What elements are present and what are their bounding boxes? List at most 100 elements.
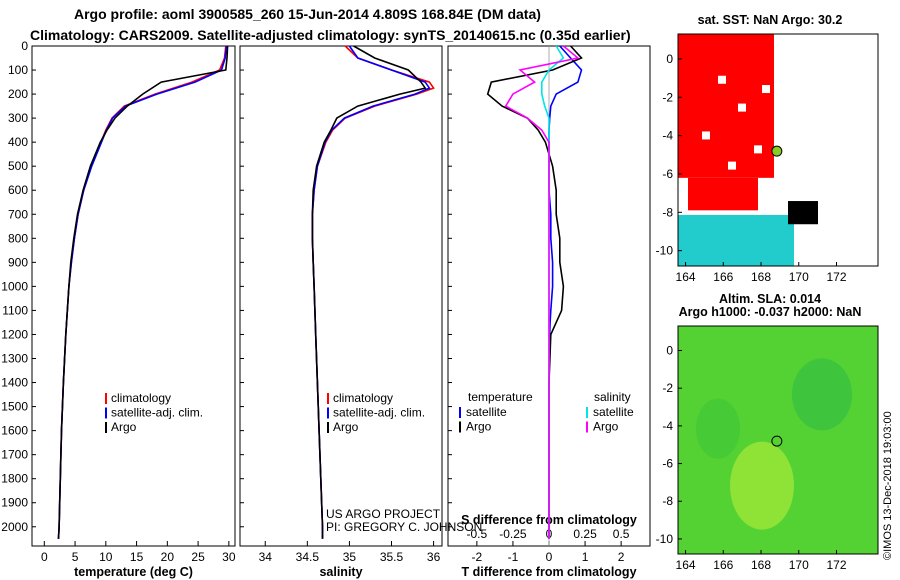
- diff-legend-s-label: Argo: [593, 420, 619, 434]
- depth-tick-label: 400: [8, 135, 28, 149]
- sst-missing-cell: [754, 145, 762, 154]
- sla-xtick-label: 172: [826, 558, 846, 572]
- sla-xtick-label: 166: [713, 558, 733, 572]
- depth-tick-label: 1400: [1, 376, 28, 390]
- sst-ytick-label: -2: [662, 90, 673, 104]
- sst-missing-cell: [738, 103, 746, 112]
- temperature-xtick-label: 0: [41, 550, 48, 564]
- salinity-frame: [239, 45, 443, 547]
- salinity-xtick-label: 35: [343, 550, 357, 564]
- sst-xtick-label: 164: [676, 270, 696, 284]
- sla-map-title: Altim. SLA: 0.014: [719, 292, 821, 306]
- depth-tick-label: 1100: [2, 303, 28, 317]
- difference-xtick-label: 1: [582, 550, 589, 564]
- title-line-1: Argo profile: aoml 3900585_260 15-Jun-20…: [74, 6, 541, 22]
- sst-warm-region-lower: [688, 177, 758, 211]
- sst-ytick-label: -6: [662, 167, 673, 181]
- salinity-panel: 34 34.5 35 35.5 36 salinity climatologysatelli…: [239, 45, 482, 579]
- salinity-legend-label: Argo: [333, 420, 359, 434]
- depth-tick-label: 500: [8, 159, 28, 173]
- temperature-xlabel: temperature (deg C): [74, 565, 193, 579]
- temperature-xtick-label: 30: [222, 550, 236, 564]
- temperature-series-satellite-adj--clim-: [57, 45, 228, 539]
- salinity-series-climatology: [311, 45, 435, 539]
- sst-nan-patch: [788, 201, 818, 225]
- sst-missing-cell: [762, 85, 770, 94]
- sst-map-title: sat. SST: NaN Argo: 30.2: [698, 13, 843, 27]
- depth-tick-label: 200: [8, 87, 28, 101]
- temperature-frame: [31, 45, 236, 547]
- salinity-xtick-label: 36: [427, 550, 441, 564]
- difference-xtick-label: 2: [618, 550, 625, 564]
- diff-legend-s-title: salinity: [594, 390, 631, 404]
- temperature-panel: 0 5 10 15 20 25 30 temperature (deg C) climatolo…: [31, 45, 236, 579]
- difference-stick-label: -0.5: [467, 527, 488, 541]
- salinity-series-argo: [311, 45, 427, 539]
- diff-legend-t-label: Argo: [466, 420, 492, 434]
- sla-ytick-label: -4: [662, 419, 673, 433]
- sst-ytick-label: -10: [656, 244, 674, 258]
- sla-argo-position-marker: [771, 435, 783, 447]
- temperature-xtick-label: 5: [72, 550, 79, 564]
- depth-tick-label: 1800: [1, 472, 28, 486]
- imos-timestamp: ©IMOS 13-Dec-2018 19:03:00: [882, 411, 894, 560]
- sla-xtick-label: 170: [789, 558, 809, 572]
- credit-line-1: US ARGO PROJECT: [326, 507, 441, 521]
- sst-argo-position-marker: [771, 145, 783, 157]
- temperature-xtick-label: 20: [161, 550, 175, 564]
- salinity-xtick-label: 35.5: [380, 550, 404, 564]
- difference-xtick-label: 0: [546, 550, 553, 564]
- sla-low-anomaly-west: [696, 398, 740, 459]
- salinity-series-satellite-adj--clim-: [311, 45, 431, 539]
- depth-tick-label: 600: [8, 183, 28, 197]
- difference-series-s-argo: [504, 45, 580, 539]
- salinity-xtick-label: 34.5: [296, 550, 320, 564]
- depth-tick-label: 1300: [1, 352, 28, 366]
- sla-map-frame: [677, 325, 879, 555]
- salinity-xtick-label: 34: [259, 550, 273, 564]
- temperature-legend-label: climatology: [111, 391, 171, 405]
- sla-low-anomaly: [792, 358, 852, 431]
- depth-tick-label: 2000: [1, 520, 28, 534]
- depth-tick-label: 900: [8, 255, 28, 269]
- sla-map-panel: 164 166 168 170 172 0 -2 -4 -6 -8 -10 Altim. SLA: 0…: [656, 292, 879, 572]
- sla-xtick-label: 168: [751, 558, 771, 572]
- diff-legend-t-title: temperature: [468, 390, 533, 404]
- temperature-xtick-label: 15: [130, 550, 144, 564]
- sla-ytick-label: 0: [666, 343, 673, 357]
- depth-tick-label: 700: [8, 207, 28, 221]
- temperature-series-argo: [57, 45, 229, 539]
- sst-map-panel: 164 166 168 170 172 0 -2 -4 -6 -8 -10 sat. SST: NaN…: [656, 13, 879, 284]
- sst-xtick-label: 168: [751, 270, 771, 284]
- temperature-legend-label: Argo: [111, 420, 137, 434]
- difference-series-t-satellite: [548, 45, 583, 539]
- sst-xtick-label: 172: [826, 270, 846, 284]
- temperature-xtick-label: 25: [191, 550, 205, 564]
- sst-cool-region: [678, 214, 794, 266]
- sst-xtick-label: 170: [789, 270, 809, 284]
- depth-tick-label: 1600: [1, 424, 28, 438]
- depth-tick-label: 800: [8, 231, 28, 245]
- temperature-legend-label: satellite-adj. clim.: [111, 406, 203, 420]
- temperature-xtick-label: 10: [99, 550, 113, 564]
- depth-tick-label: 1500: [1, 400, 28, 414]
- title-line-2: Climatology: CARS2009. Satellite-adjuste…: [30, 27, 631, 43]
- difference-series-t-argo: [486, 45, 583, 539]
- depth-tick-label: 300: [8, 111, 28, 125]
- sst-missing-cell: [702, 131, 710, 140]
- sst-ytick-label: -8: [662, 205, 673, 219]
- difference-xtick-label: -2: [472, 550, 483, 564]
- sst-missing-cell: [728, 161, 736, 170]
- difference-stick-label: 0.25: [573, 527, 597, 541]
- depth-tick-label: 0: [21, 39, 28, 53]
- sla-ytick-label: -8: [662, 494, 673, 508]
- difference-stick-label: -0.25: [499, 527, 527, 541]
- depth-tick-label: 1200: [1, 327, 28, 341]
- sla-high-anomaly: [730, 441, 794, 530]
- sla-map-title: Argo h1000: -0.037 h2000: NaN: [679, 305, 862, 319]
- salinity-xlabel: salinity: [319, 565, 362, 579]
- diff-legend-t-label: satellite: [466, 405, 507, 419]
- sst-map-frame: [677, 33, 879, 267]
